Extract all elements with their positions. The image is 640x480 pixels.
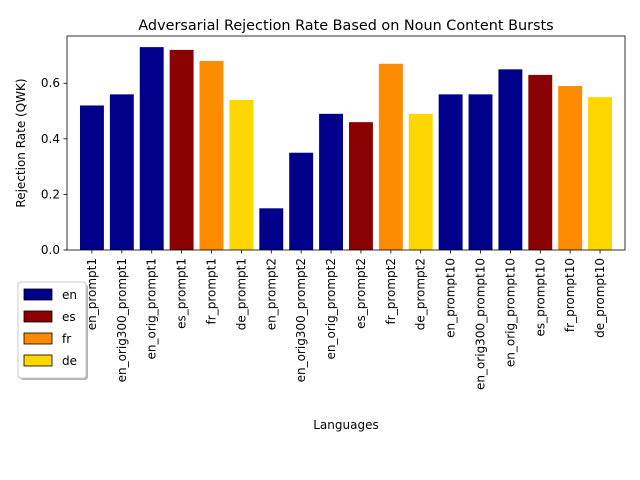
bar-fr_prompt2 (378, 63, 403, 250)
chart-title: Adversarial Rejection Rate Based on Noun… (138, 18, 553, 34)
bar-en_prompt1 (79, 105, 104, 250)
legend: en es fr de (17, 281, 88, 380)
bar-en_orig300_prompt10 (468, 94, 493, 250)
legend-box (17, 281, 87, 379)
legend-label-fr: fr (62, 332, 71, 346)
y-axis: 0.0 0.2 0.4 0.6 (41, 76, 67, 257)
x-tick-label: es_prompt10 (533, 258, 547, 337)
y-tick-label: 0.0 (41, 243, 60, 257)
bar-group (79, 47, 613, 251)
legend-label-en: en (62, 288, 77, 302)
bar-en_prompt2 (259, 208, 284, 250)
bar-de_prompt2 (408, 113, 433, 250)
legend-swatch-de (23, 354, 53, 367)
x-tick-label: de_prompt2 (414, 258, 428, 330)
bar-es_prompt2 (348, 122, 373, 250)
bar-es_prompt1 (169, 49, 194, 251)
bar-en_orig300_prompt1 (109, 94, 134, 250)
x-tick-label: de_prompt10 (593, 258, 607, 338)
bar-en_orig300_prompt2 (289, 152, 314, 250)
y-axis-label: Rejection Rate (QWK) (14, 78, 28, 207)
x-tick-label: es_prompt2 (354, 258, 368, 329)
x-tick-label: en_prompt2 (264, 258, 278, 330)
x-tick-label: en_orig_prompt2 (324, 258, 338, 360)
plot-frame (66, 35, 626, 251)
legend-swatch-es (23, 310, 53, 323)
y-tick-label: 0.6 (41, 76, 60, 90)
x-tick-label: en_orig300_prompt1 (115, 258, 129, 382)
legend-label-de: de (62, 354, 77, 368)
bar-en_orig_prompt10 (498, 69, 523, 250)
x-tick-label: en_orig_prompt10 (503, 258, 517, 367)
x-tick-label: en_prompt10 (444, 258, 458, 338)
x-tick-label: en_orig300_prompt10 (474, 258, 488, 390)
x-tick-label: es_prompt1 (175, 258, 189, 329)
legend-label-es: es (62, 310, 76, 324)
bar-en_prompt10 (438, 94, 463, 250)
x-tick-label: de_prompt1 (234, 258, 248, 330)
y-tick-label: 0.4 (41, 132, 60, 146)
bar-en_orig_prompt1 (139, 47, 164, 251)
bar-de_prompt1 (229, 99, 254, 250)
x-tick-label: fr_prompt2 (384, 258, 398, 324)
legend-swatch-en (23, 288, 53, 301)
x-axis-label: Languages (313, 418, 378, 432)
bar-fr_prompt10 (558, 86, 583, 250)
x-axis: en_prompt1 en_orig300_prompt1 en_orig_prom… (85, 250, 607, 390)
x-tick-label: fr_prompt1 (205, 258, 219, 324)
bar-en_orig_prompt2 (319, 113, 344, 250)
x-tick-label: en_orig_prompt1 (145, 258, 159, 360)
x-tick-label: fr_prompt10 (563, 258, 577, 332)
legend-swatch-fr (23, 332, 53, 345)
x-tick-label: en_orig300_prompt2 (294, 258, 308, 382)
y-tick-label: 0.2 (41, 187, 60, 201)
bar-fr_prompt1 (199, 61, 224, 251)
bar-de_prompt10 (588, 97, 613, 250)
x-tick-label: en_prompt1 (85, 258, 99, 330)
bar-es_prompt10 (528, 74, 553, 250)
